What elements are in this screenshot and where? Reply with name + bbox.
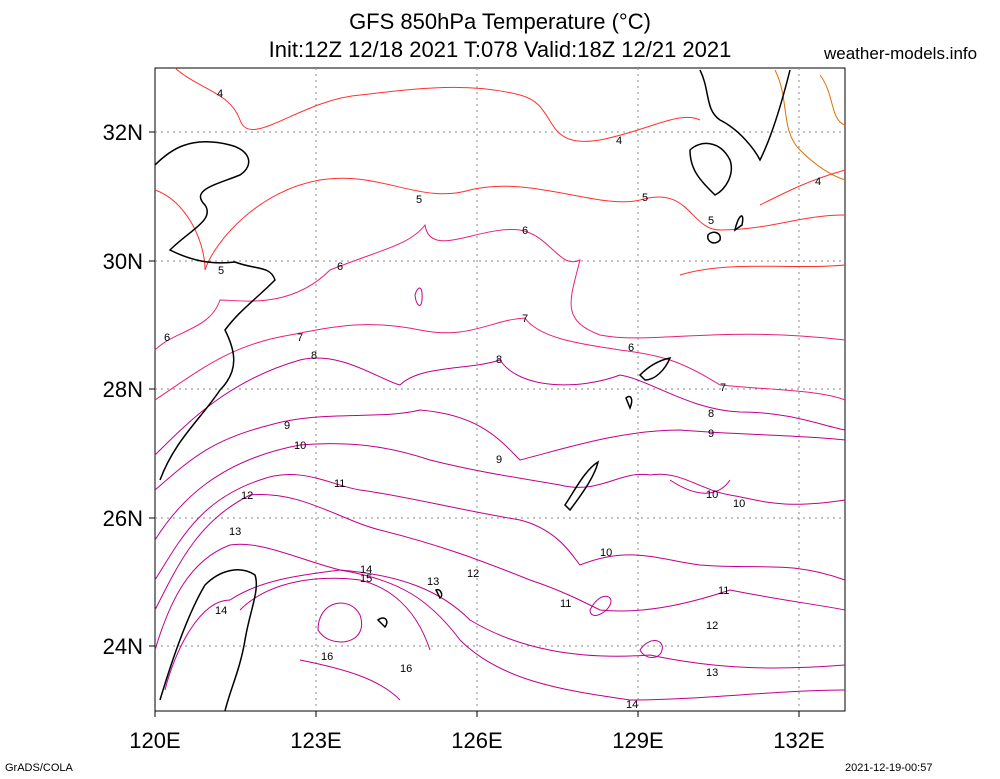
contour-small-c: [414, 287, 423, 306]
footer-timestamp: 2021-12-19-00:57: [845, 762, 933, 774]
contour-label-5d: 5: [218, 265, 224, 277]
contour-label-6d: 6: [628, 342, 634, 354]
contour-label-11a: 11: [334, 478, 345, 490]
coastline-kyushu: [689, 142, 732, 196]
tick-marks: [149, 131, 800, 717]
contour-small-a: [589, 595, 612, 616]
contour-12: [154, 493, 846, 612]
map-subtitle: Init:12Z 12/18 2021 T:078 Valid:18Z 12/2…: [268, 37, 732, 62]
contour-4-orange-b: [819, 74, 846, 126]
contour-5: [154, 177, 846, 271]
coastline-islet-c: [625, 395, 633, 411]
contour-label-5b: 5: [642, 192, 648, 204]
x-tick-label-120e: 120E: [129, 728, 180, 753]
contour-label-7b: 7: [297, 332, 303, 344]
contour-label-11b: 11: [560, 598, 571, 610]
contour-label-11c: 11: [718, 585, 729, 597]
contour-label-9b: 9: [496, 454, 502, 466]
contour-10-b: [669, 479, 731, 494]
contour-label-14a: 14: [360, 564, 372, 576]
x-tick-label-126e: 126E: [451, 728, 502, 753]
contour-label-10b: 10: [706, 489, 718, 501]
contour-label-4a: 4: [217, 88, 223, 100]
contour-label-10c: 10: [733, 498, 745, 510]
contour-label-13a: 13: [229, 526, 241, 538]
lat-lon-grid: [155, 68, 845, 711]
contour-label-12a: 12: [241, 490, 253, 502]
contour-label-7c: 7: [720, 382, 726, 394]
contour-label-6a: 6: [522, 225, 528, 237]
contour-small-b: [639, 640, 663, 658]
contour-10: [154, 443, 846, 541]
contour-label-14b: 14: [215, 605, 227, 617]
contour-label-14c: 14: [626, 699, 638, 711]
contour-label-4b: 4: [616, 135, 622, 147]
contour-6: [154, 223, 846, 351]
coastline-amami: [638, 356, 672, 381]
x-tick-label-132e: 132E: [773, 728, 824, 753]
contour-label-16b: 16: [400, 663, 412, 675]
contour-4-east: [759, 169, 846, 206]
y-tick-label-30n: 30N: [103, 249, 143, 274]
coastline-islet-a: [706, 231, 721, 244]
contour-16: [317, 602, 363, 643]
coastline-taiwan: [159, 569, 258, 712]
contour-15: [239, 577, 431, 651]
contour-label-9a: 9: [284, 420, 290, 432]
x-tick-label-129e: 129E: [612, 728, 663, 753]
contour-label-7a: 7: [522, 313, 528, 325]
contour-14: [164, 569, 846, 701]
footer-software: GrADS/COLA: [5, 762, 73, 774]
contour-label-13b: 13: [427, 576, 439, 588]
contour-8: [154, 357, 846, 456]
contour-label-12b: 12: [467, 568, 479, 580]
contour-label-10a: 10: [294, 440, 306, 452]
source-credit: weather-models.info: [824, 44, 978, 63]
coastline-islet-b: [733, 215, 744, 232]
contour-label-13c: 13: [706, 667, 718, 679]
contour-label-5a: 5: [416, 194, 422, 206]
contour-16-b: [299, 659, 401, 701]
contour-4: [174, 67, 701, 142]
contour-label-9c: 9: [708, 428, 714, 440]
y-tick-label-32n: 32N: [103, 120, 143, 145]
y-tick-label-28n: 28N: [103, 377, 143, 402]
contour-label-16a: 16: [321, 651, 333, 663]
contour-label-6c: 6: [164, 332, 170, 344]
coastline-islet-e: [376, 617, 388, 629]
contour-label-8b: 8: [496, 354, 502, 366]
contour-label-12c: 12: [706, 620, 718, 632]
contour-7: [154, 317, 846, 401]
contour-label-8a: 8: [311, 350, 317, 362]
coastline-islet-d: [434, 588, 443, 600]
contour-label-4c: 4: [815, 176, 821, 188]
contour-13: [154, 543, 846, 669]
coastline-china: [154, 141, 276, 481]
x-tick-label-123e: 123E: [290, 728, 341, 753]
y-tick-label-26n: 26N: [103, 506, 143, 531]
contour-label-5c: 5: [708, 215, 714, 227]
contour-label-8c: 8: [708, 408, 714, 420]
y-tick-label-24n: 24N: [103, 634, 143, 659]
contour-4-orange: [774, 69, 846, 181]
contour-label-10d: 10: [600, 547, 612, 559]
map-title: GFS 850hPa Temperature (°C): [349, 9, 651, 34]
contour-5-b: [679, 264, 846, 276]
contour-label-6b: 6: [337, 261, 343, 273]
contour-11: [154, 474, 846, 581]
coastline-okinawa: [564, 460, 600, 512]
contour-9: [154, 409, 846, 491]
contour-label-15: 15: [360, 573, 372, 585]
coastline-korea-kyushu: [699, 69, 791, 162]
